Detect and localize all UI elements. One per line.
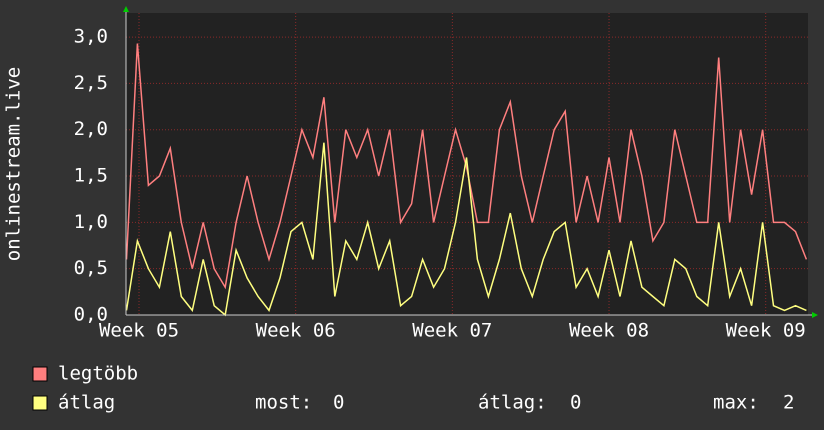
stat-value: 0 [570,392,581,414]
grid [126,13,808,316]
y-tick-label: 2,0 [74,118,108,140]
legend: legtöbb átlag most: 0 átlag: 0 max: 2 [32,363,794,414]
x-tick-label: Week 08 [569,320,649,342]
y-tick-label: 1,0 [74,211,108,233]
stat-label: átlag: [478,392,547,414]
series-line [125,142,807,317]
x-tick-label: Week 07 [412,320,492,342]
y-tick-label: 1,5 [74,165,108,187]
legend-swatch [32,395,48,411]
y-tick-label: 0,0 [74,304,108,326]
y-axis-arrow [123,6,129,12]
x-tick-label: Week 05 [99,320,179,342]
legend-swatch [32,366,48,382]
x-tick-label: Week 09 [726,320,806,342]
series-line [125,43,808,290]
y-tick-label: 2,5 [74,72,108,94]
x-axis-arrow [812,312,818,318]
y-tick-label: 3,0 [74,26,108,48]
legend-label: legtöbb [58,363,138,385]
stat-label: most: [255,392,312,414]
lines [125,43,808,317]
legend-label: átlag [58,392,115,414]
y-axis-label: onlinestream.live [3,67,25,261]
x-tick-label: Week 06 [256,320,336,342]
y-tick-label: 0,5 [74,257,108,279]
stat-label: max: [713,392,759,414]
stat-value: 2 [783,392,794,414]
stat-value: 0 [333,392,344,414]
